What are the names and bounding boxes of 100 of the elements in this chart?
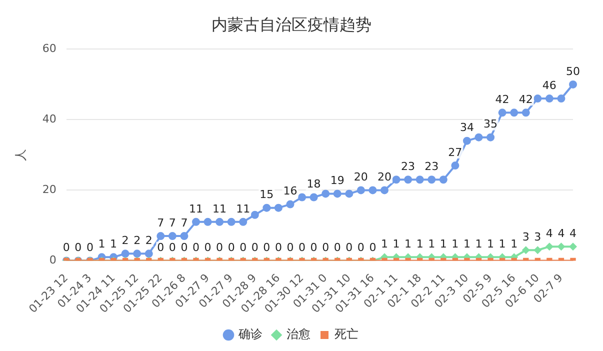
point xyxy=(392,176,400,184)
data-label: 20 xyxy=(377,170,392,184)
data-label: 11 xyxy=(236,202,250,216)
data-label: 1 xyxy=(404,238,412,251)
data-label: 23 xyxy=(401,160,416,173)
point xyxy=(156,232,165,240)
data-label: 1 xyxy=(440,238,447,251)
data-label: 4 xyxy=(558,226,565,240)
data-label: 1 xyxy=(392,238,400,251)
point xyxy=(569,80,577,88)
point xyxy=(368,186,377,194)
data-label: 0 xyxy=(228,241,235,254)
point xyxy=(510,108,518,117)
point xyxy=(168,232,176,240)
y-axis-title: 人 xyxy=(13,148,28,161)
data-label: 0 xyxy=(369,241,376,254)
y-tick-label: 40 xyxy=(42,112,56,126)
data-label: 1 xyxy=(463,238,470,251)
data-label: 1 xyxy=(416,238,424,251)
data-label: 27 xyxy=(448,146,462,159)
y-tick-label: 0 xyxy=(49,254,56,267)
data-label: 0 xyxy=(240,241,247,254)
point xyxy=(274,204,282,212)
data-label: 4 xyxy=(546,226,553,240)
data-label: 1 xyxy=(98,238,106,251)
data-label: 1 xyxy=(475,238,482,251)
data-label: 0 xyxy=(286,241,294,254)
chart-title: 内蒙古自治区疫情趋势 xyxy=(212,14,372,34)
point xyxy=(345,190,354,198)
data-label: 50 xyxy=(566,64,580,78)
point xyxy=(498,108,506,117)
point xyxy=(380,186,388,194)
data-label: 7 xyxy=(180,216,188,230)
data-label: 2 xyxy=(134,234,141,248)
point xyxy=(428,176,436,184)
point xyxy=(439,176,448,184)
point xyxy=(250,210,259,219)
y-tick-label: 60 xyxy=(42,42,56,56)
data-label: 3 xyxy=(534,230,542,244)
data-label: 2 xyxy=(122,234,129,248)
point xyxy=(121,250,130,258)
point xyxy=(356,186,365,194)
data-label: 1 xyxy=(498,238,506,251)
data-label: 0 xyxy=(346,241,353,254)
data-label: 0 xyxy=(74,241,82,254)
data-label: 1 xyxy=(487,238,494,251)
point xyxy=(534,94,542,103)
point xyxy=(416,176,424,184)
data-label: 0 xyxy=(192,241,200,254)
point xyxy=(522,246,530,254)
data-label: 34 xyxy=(460,121,474,134)
data-label: 0 xyxy=(251,241,258,254)
point xyxy=(192,218,200,226)
data-label: 11 xyxy=(188,202,203,216)
data-label: 1 xyxy=(428,238,436,251)
data-label: 20 xyxy=(354,170,368,184)
data-label: 1 xyxy=(452,238,459,251)
data-label: 0 xyxy=(334,241,341,254)
data-label: 3 xyxy=(522,230,530,244)
point xyxy=(298,193,306,202)
data-label: 16 xyxy=(283,184,298,198)
data-label: 19 xyxy=(330,174,344,188)
data-label: 7 xyxy=(168,216,176,230)
point xyxy=(451,162,460,170)
point xyxy=(462,136,471,145)
data-label: 0 xyxy=(310,241,318,254)
point xyxy=(545,94,554,103)
point xyxy=(569,242,577,251)
data-label: 0 xyxy=(204,241,212,254)
data-label: 0 xyxy=(216,241,224,254)
data-label: 0 xyxy=(168,241,176,254)
data-label: 46 xyxy=(542,78,556,92)
data-label: 7 xyxy=(157,216,164,230)
data-label: 0 xyxy=(274,241,282,254)
point xyxy=(286,200,294,208)
y-tick-label: 20 xyxy=(42,183,56,196)
data-label: 42 xyxy=(495,93,510,106)
data-label: 4 xyxy=(570,226,576,240)
legend-label: 确诊 xyxy=(238,327,262,342)
point xyxy=(204,218,212,226)
data-label: 42 xyxy=(518,93,533,106)
data-label: 0 xyxy=(263,241,270,254)
point xyxy=(180,232,188,240)
point xyxy=(310,193,318,202)
point xyxy=(534,246,542,254)
data-label: 0 xyxy=(86,241,94,254)
legend-label: 死亡 xyxy=(334,327,358,342)
point xyxy=(333,190,342,198)
point xyxy=(557,242,566,251)
point xyxy=(486,133,495,142)
data-label: 1 xyxy=(380,238,388,251)
point xyxy=(227,218,236,226)
point xyxy=(239,218,248,226)
data-label: 23 xyxy=(424,160,439,173)
data-label: 1 xyxy=(510,238,518,251)
data-label: 0 xyxy=(62,241,70,254)
data-label: 0 xyxy=(322,241,330,254)
data-label: 2 xyxy=(145,234,152,248)
point xyxy=(545,242,554,251)
point xyxy=(404,176,412,184)
